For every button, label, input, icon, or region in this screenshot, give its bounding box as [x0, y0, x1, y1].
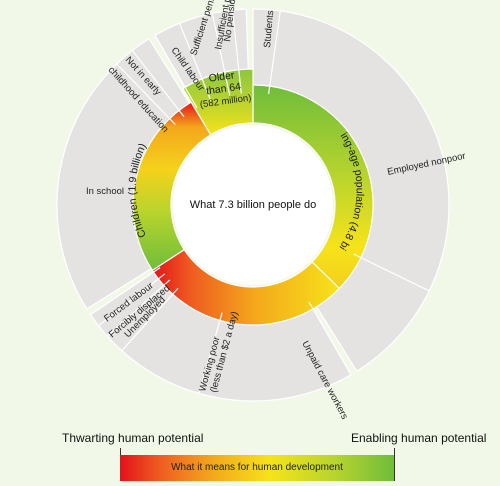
svg-text:than 64: than 64	[205, 81, 242, 98]
legend-bar-text: What it means for human development	[171, 462, 343, 473]
segment-divider	[121, 287, 179, 352]
inner-ring	[132, 68, 374, 326]
legend-gradient-bar: What it means for human development	[120, 455, 394, 481]
segment-divider	[353, 253, 430, 292]
students-label: Students	[262, 10, 276, 49]
segment-divider	[231, 10, 242, 94]
segment-divider	[211, 13, 231, 96]
center-text: What 7.3 billion people do	[190, 199, 317, 211]
segment-divider	[90, 267, 161, 316]
segment-divider	[116, 63, 176, 125]
legend-left-text: Thwarting human potential	[62, 431, 204, 445]
segment-divider	[198, 312, 223, 394]
in-school-label: In school	[86, 186, 124, 197]
segment-divider	[179, 23, 212, 102]
segment-divider	[308, 301, 352, 376]
segment-divider	[106, 279, 171, 337]
segment-dividers	[90, 10, 430, 394]
center-hole	[173, 125, 333, 285]
segment-divider	[131, 50, 185, 118]
segment-divider	[267, 10, 281, 95]
segment-divider	[154, 34, 198, 109]
svg-text:Older: Older	[208, 69, 236, 85]
legend-right-text: Enabling human potential	[351, 431, 487, 445]
segment-divider	[98, 273, 166, 327]
legend-right-tick	[394, 448, 395, 481]
inner-segment-working-age	[252, 84, 374, 290]
